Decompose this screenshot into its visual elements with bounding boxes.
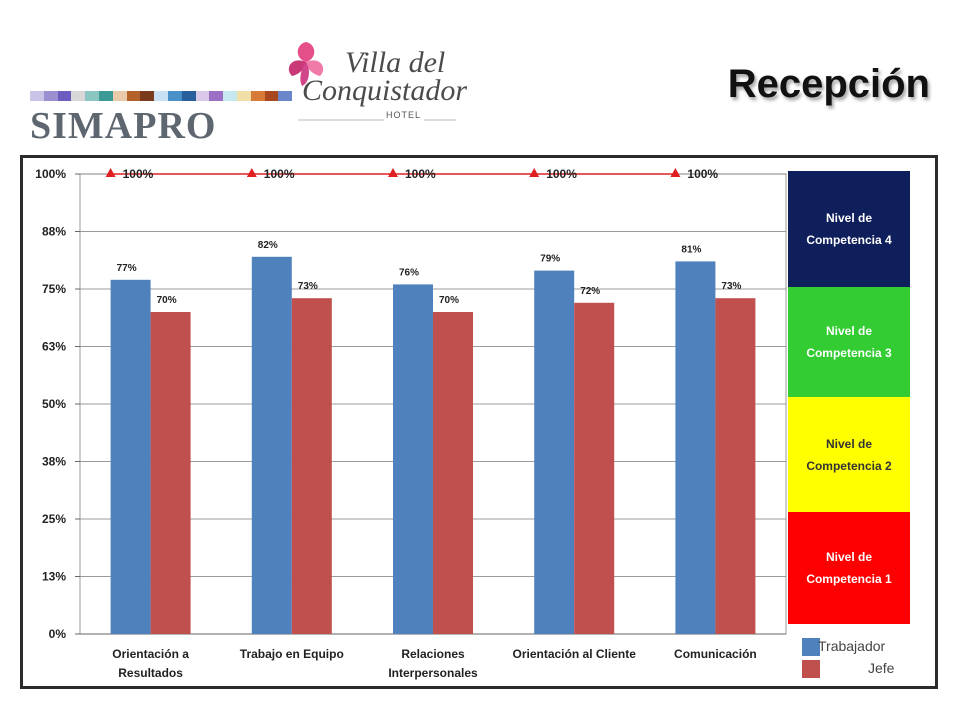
data-label: 73% — [298, 281, 318, 292]
x-tick-label: Trabajo en Equipo — [240, 647, 344, 661]
strip-segment — [195, 91, 210, 101]
chart-legend: Trabajador Jefe — [802, 636, 912, 680]
data-label: 70% — [439, 295, 459, 306]
simapro-logo: SIMAPRO — [30, 105, 217, 147]
target-label: 100% — [687, 167, 718, 181]
y-tick-label: 75% — [42, 282, 66, 296]
hotel-name-line1: Villa del — [345, 46, 446, 79]
strip-segment — [181, 91, 196, 101]
strip-segment — [30, 91, 44, 101]
strip-segment — [85, 91, 99, 101]
strip-segment — [236, 91, 251, 101]
strip-segment — [126, 91, 141, 101]
legend-label-jefe: Jefe — [868, 660, 895, 676]
bar-jefe-1 — [291, 298, 332, 634]
target-marker — [105, 168, 116, 177]
x-tick-label: Relaciones — [401, 647, 465, 661]
bar-jefe-4 — [715, 298, 756, 634]
level-2: Nivel de Competencia 2 — [788, 397, 910, 512]
x-tick-label: Orientación al Cliente — [513, 647, 637, 661]
hotel-name-line2: Conquistador — [302, 74, 468, 107]
y-tick-label: 63% — [42, 340, 66, 354]
strip-segment — [112, 91, 127, 101]
legend-item-trabajador: Trabajador — [802, 636, 912, 658]
competency-levels: Nivel de Competencia 4 Nivel de Competen… — [788, 171, 910, 624]
data-label: 70% — [157, 295, 177, 306]
data-label: 77% — [117, 263, 137, 274]
y-tick-label: 0% — [49, 627, 67, 641]
legend-label-trabajador: Trabajador — [818, 638, 886, 654]
level-1-label: Nivel de Competencia 1 — [806, 550, 892, 586]
data-label: 72% — [580, 286, 600, 297]
target-marker — [529, 168, 540, 177]
y-tick-label: 100% — [35, 167, 66, 181]
target-label: 100% — [264, 167, 295, 181]
color-strip — [30, 91, 293, 101]
chart-frame — [20, 155, 938, 689]
bar-jefe-0 — [150, 312, 191, 634]
bar-jefe-3 — [574, 302, 615, 634]
bar-trabajador-4 — [675, 261, 716, 634]
page-title: Recepción — [727, 62, 930, 106]
data-label: 73% — [721, 281, 741, 292]
legend-swatch-trabajador — [802, 638, 820, 656]
data-label: 79% — [540, 254, 560, 265]
bar-trabajador-2 — [393, 284, 433, 634]
hotel-flower-icon — [288, 42, 456, 121]
level-4-label: Nivel de Competencia 4 — [806, 211, 892, 247]
strip-segment — [209, 91, 224, 101]
strip-segment — [98, 91, 113, 101]
strip-segment — [71, 91, 86, 101]
level-1: Nivel de Competencia 1 — [788, 512, 910, 624]
level-3-label: Nivel de Competencia 3 — [806, 324, 892, 360]
y-tick-label: 50% — [42, 397, 66, 411]
legend-swatch-jefe — [802, 660, 820, 678]
strip-segment — [264, 91, 279, 101]
strip-segment — [154, 91, 168, 101]
data-label: 81% — [681, 244, 701, 255]
legend-item-jefe: Jefe — [802, 658, 912, 680]
strip-segment — [250, 91, 265, 101]
strip-segment — [223, 91, 237, 101]
target-label: 100% — [123, 167, 154, 181]
strip-segment — [43, 91, 58, 101]
target-label: 100% — [546, 167, 577, 181]
y-tick-label: 13% — [42, 570, 66, 584]
x-tick-label: Comunicación — [674, 647, 757, 661]
target-marker — [246, 168, 257, 177]
strip-segment — [57, 91, 72, 101]
y-tick-label: 38% — [42, 455, 66, 469]
x-tick-label: Resultados — [118, 666, 183, 680]
level-3: Nivel de Competencia 3 — [788, 287, 910, 397]
bar-trabajador-0 — [110, 279, 151, 634]
y-tick-label: 25% — [42, 512, 66, 526]
level-4: Nivel de Competencia 4 — [788, 171, 910, 287]
y-tick-label: 88% — [42, 225, 66, 239]
hotel-subtitle: HOTEL — [386, 110, 422, 120]
data-label: 76% — [399, 267, 419, 278]
strip-segment — [278, 91, 293, 101]
strip-segment — [167, 91, 182, 101]
level-2-label: Nivel de Competencia 2 — [806, 436, 892, 473]
bar-jefe-2 — [433, 312, 473, 634]
target-label: 100% — [405, 167, 436, 181]
target-marker — [388, 168, 398, 177]
data-label: 82% — [258, 240, 278, 251]
x-tick-label: Orientación a — [112, 647, 189, 661]
target-marker — [670, 168, 681, 177]
bar-trabajador-1 — [251, 256, 292, 634]
x-tick-label: Interpersonales — [388, 666, 478, 680]
strip-segment — [140, 91, 155, 101]
bar-trabajador-3 — [534, 270, 575, 634]
